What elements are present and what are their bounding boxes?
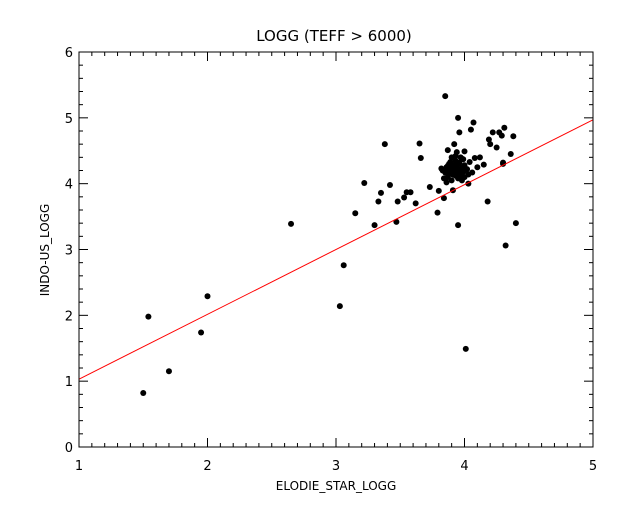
data-point <box>377 189 384 196</box>
data-point <box>361 180 368 187</box>
data-point <box>462 345 469 352</box>
data-point <box>462 166 469 173</box>
data-point <box>489 129 496 136</box>
data-point <box>444 162 451 169</box>
data-point <box>375 198 382 205</box>
data-point <box>417 154 424 161</box>
data-point <box>440 195 447 202</box>
data-point <box>336 303 343 310</box>
data-point <box>480 161 487 168</box>
data-point <box>426 183 433 190</box>
y-tick-label: 4 <box>65 178 73 193</box>
x-tick-label: 4 <box>460 459 468 474</box>
fit-line <box>78 119 594 380</box>
data-point <box>442 93 449 100</box>
data-point <box>145 313 152 320</box>
data-point <box>401 194 408 201</box>
data-point <box>453 170 460 177</box>
data-point <box>451 141 458 148</box>
data-point <box>467 126 474 133</box>
y-tick-label: 0 <box>65 441 73 456</box>
data-point <box>386 181 393 188</box>
y-tick-label: 6 <box>65 46 73 61</box>
data-point <box>393 218 400 225</box>
x-axis-title: ELODIE_STAR_LOGG <box>276 479 397 493</box>
data-point <box>435 187 442 194</box>
y-tick-label: 1 <box>65 375 73 390</box>
y-tick-label: 5 <box>65 112 73 127</box>
data-point <box>487 141 494 148</box>
data-point <box>461 148 468 155</box>
points-layer <box>140 93 519 397</box>
fit-line-layer <box>78 119 594 380</box>
data-point <box>381 141 388 148</box>
data-point <box>448 177 455 184</box>
data-point <box>451 163 458 170</box>
data-point <box>498 132 505 139</box>
data-point <box>470 119 477 126</box>
data-point <box>448 154 455 161</box>
data-point <box>507 151 514 158</box>
data-point <box>434 209 441 216</box>
data-point <box>198 329 205 336</box>
data-point <box>204 293 211 300</box>
x-tick-label: 3 <box>332 459 340 474</box>
data-point <box>371 222 378 229</box>
y-axis-title: INDO-US_LOGG <box>38 204 52 297</box>
data-point <box>484 198 491 205</box>
data-point <box>455 222 462 229</box>
data-point <box>412 200 419 207</box>
x-tick-label: 5 <box>589 459 597 474</box>
data-point <box>465 171 472 178</box>
data-point <box>453 149 460 156</box>
data-point <box>485 136 492 143</box>
data-point <box>474 164 481 171</box>
data-point <box>416 140 423 147</box>
data-point <box>288 220 295 227</box>
data-point <box>444 147 451 154</box>
y-tick-label: 2 <box>65 309 73 324</box>
data-point <box>501 124 508 131</box>
data-point <box>455 114 462 121</box>
data-point <box>460 156 467 163</box>
data-point <box>512 220 519 227</box>
data-point <box>352 210 359 217</box>
y-tick-label: 3 <box>65 244 73 259</box>
data-point <box>510 133 517 140</box>
data-point <box>456 129 463 136</box>
data-point <box>476 154 483 161</box>
data-point <box>471 154 478 161</box>
x-tick-label: 1 <box>75 459 83 474</box>
plot-frame <box>78 51 594 448</box>
data-point <box>440 175 447 182</box>
data-point <box>407 189 414 196</box>
data-point <box>140 390 147 397</box>
x-tick-label: 2 <box>203 459 211 474</box>
chart-title: LOGG (TEFF > 6000) <box>256 27 412 45</box>
data-point <box>466 158 473 165</box>
data-point <box>458 177 465 184</box>
data-point <box>493 144 500 151</box>
data-point <box>165 368 172 375</box>
data-point <box>502 242 509 249</box>
data-point <box>340 262 347 269</box>
data-point <box>394 198 401 205</box>
